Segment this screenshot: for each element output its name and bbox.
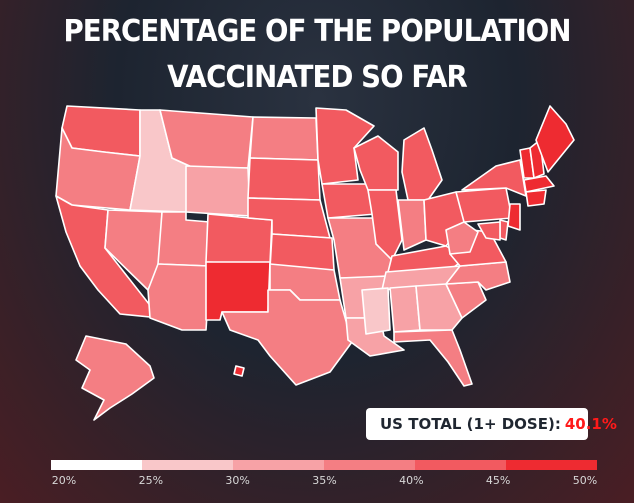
state-nj	[507, 203, 521, 231]
legend-segment-1	[142, 460, 233, 470]
state-sd	[247, 157, 321, 201]
state-ct	[525, 189, 547, 207]
state-pa	[455, 187, 513, 223]
legend-segment-4	[415, 460, 506, 470]
state-wy	[185, 165, 251, 217]
legend-tick-label: 30%	[225, 474, 250, 487]
legend-tick-label: 50%	[572, 474, 598, 487]
state-mi	[401, 127, 443, 201]
state-ak	[75, 335, 155, 421]
state-ms	[361, 287, 391, 335]
state-nd	[249, 116, 319, 161]
state-wv	[445, 221, 479, 255]
state-ca	[55, 195, 161, 319]
us-total-label: US TOTAL (1+ DOSE):	[380, 415, 561, 433]
us-total-value: 40.1%	[564, 415, 617, 433]
state-ny	[461, 159, 527, 197]
state-ga	[415, 283, 463, 331]
legend-tick-label: 40%	[399, 474, 424, 487]
title-line-1: PERCENTAGE OF THE POPULATION	[63, 14, 571, 49]
legend-tick-label: 20%	[51, 474, 77, 487]
state-mn	[315, 107, 375, 185]
state-me	[535, 105, 575, 173]
legend-tick-label: 25%	[138, 474, 164, 487]
legend-segment-2	[233, 460, 324, 470]
state-hi	[233, 365, 245, 377]
state-de	[499, 219, 509, 241]
us-total-box: US TOTAL (1+ DOSE): 40.1%	[366, 408, 617, 440]
state-co	[205, 213, 273, 265]
state-al	[389, 285, 421, 333]
state-tx	[221, 289, 353, 386]
legend-color-scale	[51, 460, 597, 470]
legend-segment-0	[51, 460, 142, 470]
state-md	[477, 221, 501, 241]
state-ut	[157, 211, 211, 267]
legend-tick-label: 45%	[485, 474, 511, 487]
state-wi	[353, 135, 399, 191]
state-in	[397, 199, 427, 251]
legend-tick-label: 35%	[312, 474, 337, 487]
legend-segment-3	[324, 460, 415, 470]
state-fl	[393, 329, 473, 387]
state-az	[147, 263, 211, 331]
state-ma	[523, 175, 555, 193]
title-line-2: VACCINATED SO FAR	[167, 60, 468, 95]
state-mt	[159, 109, 254, 169]
legend-segment-5	[506, 460, 597, 470]
